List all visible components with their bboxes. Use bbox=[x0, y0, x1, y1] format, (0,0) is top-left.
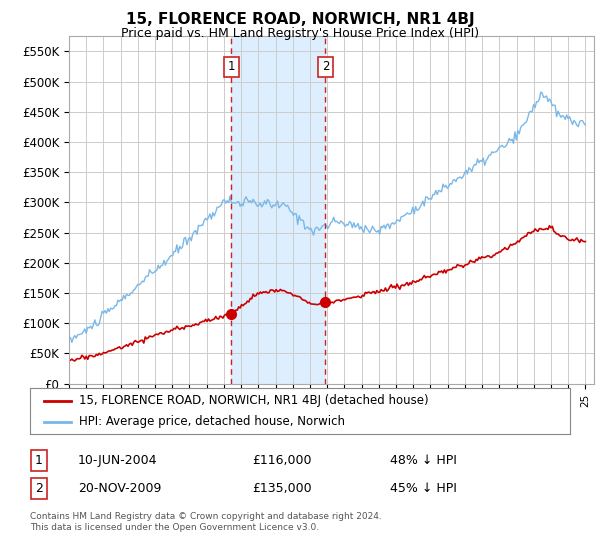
Text: 1: 1 bbox=[228, 60, 235, 73]
Text: £116,000: £116,000 bbox=[252, 454, 311, 467]
Text: 2: 2 bbox=[35, 482, 43, 495]
Text: 15, FLORENCE ROAD, NORWICH, NR1 4BJ: 15, FLORENCE ROAD, NORWICH, NR1 4BJ bbox=[125, 12, 475, 27]
Text: 1: 1 bbox=[35, 454, 43, 467]
Text: 15, FLORENCE ROAD, NORWICH, NR1 4BJ (detached house): 15, FLORENCE ROAD, NORWICH, NR1 4BJ (det… bbox=[79, 394, 428, 408]
Text: Price paid vs. HM Land Registry's House Price Index (HPI): Price paid vs. HM Land Registry's House … bbox=[121, 27, 479, 40]
Text: £135,000: £135,000 bbox=[252, 482, 311, 495]
Text: 20-NOV-2009: 20-NOV-2009 bbox=[78, 482, 161, 495]
Text: 10-JUN-2004: 10-JUN-2004 bbox=[78, 454, 157, 467]
Text: 2: 2 bbox=[322, 60, 329, 73]
Text: 48% ↓ HPI: 48% ↓ HPI bbox=[390, 454, 457, 467]
Text: HPI: Average price, detached house, Norwich: HPI: Average price, detached house, Norw… bbox=[79, 415, 344, 428]
Bar bbox=[232, 36, 325, 384]
Text: 45% ↓ HPI: 45% ↓ HPI bbox=[390, 482, 457, 495]
Text: Contains HM Land Registry data © Crown copyright and database right 2024.
This d: Contains HM Land Registry data © Crown c… bbox=[30, 512, 382, 532]
